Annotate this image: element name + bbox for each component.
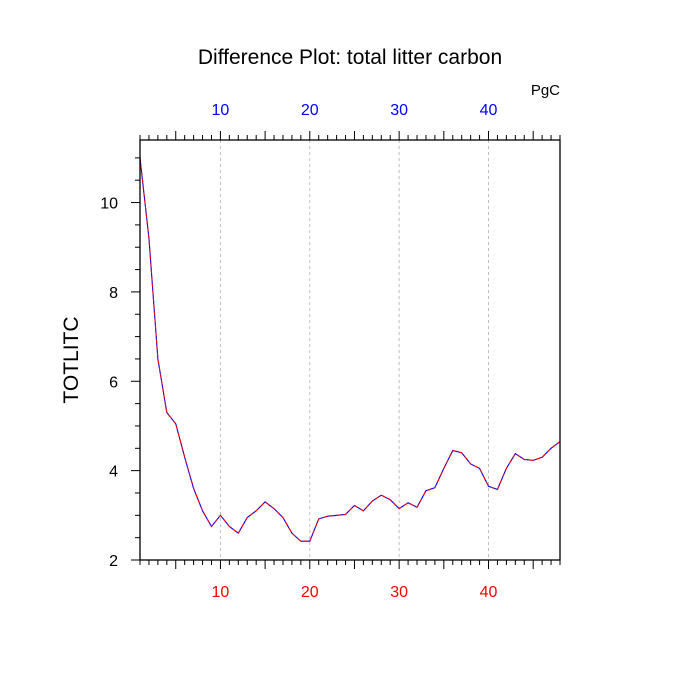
series-lines	[139, 157, 561, 542]
y-axis-label: TOTLITC	[60, 316, 83, 403]
grid-lines	[219, 140, 490, 560]
x-tick-label-bottom-0: 10	[212, 584, 230, 601]
x-tick-label-top-1: 20	[301, 102, 319, 119]
x-tick-label-top-0: 10	[212, 102, 230, 119]
series-line-0-b	[139, 157, 561, 542]
y-tick-label-0: 2	[109, 553, 118, 570]
x-tick-label-bottom-3: 40	[480, 584, 498, 601]
chart-title: Difference Plot: total litter carbon	[198, 46, 502, 69]
x-tick-label-bottom-2: 30	[390, 584, 408, 601]
x-tick-label-top-2: 30	[390, 102, 408, 119]
x-tick-label-bottom-1: 20	[301, 584, 319, 601]
plot-frame	[139, 139, 561, 561]
x-tick-label-top-3: 40	[480, 102, 498, 119]
series-line-0-a	[139, 157, 561, 542]
ticks	[131, 131, 561, 569]
y-tick-label-3: 8	[109, 285, 118, 302]
units-label: PgC	[531, 82, 560, 99]
y-tick-label-4: 10	[100, 196, 118, 213]
y-tick-label-2: 6	[109, 374, 118, 391]
y-tick-label-1: 4	[109, 464, 118, 481]
tick-labels: 10 10 20 20 30 30 40 40 2 4 6 8 10	[100, 102, 497, 601]
